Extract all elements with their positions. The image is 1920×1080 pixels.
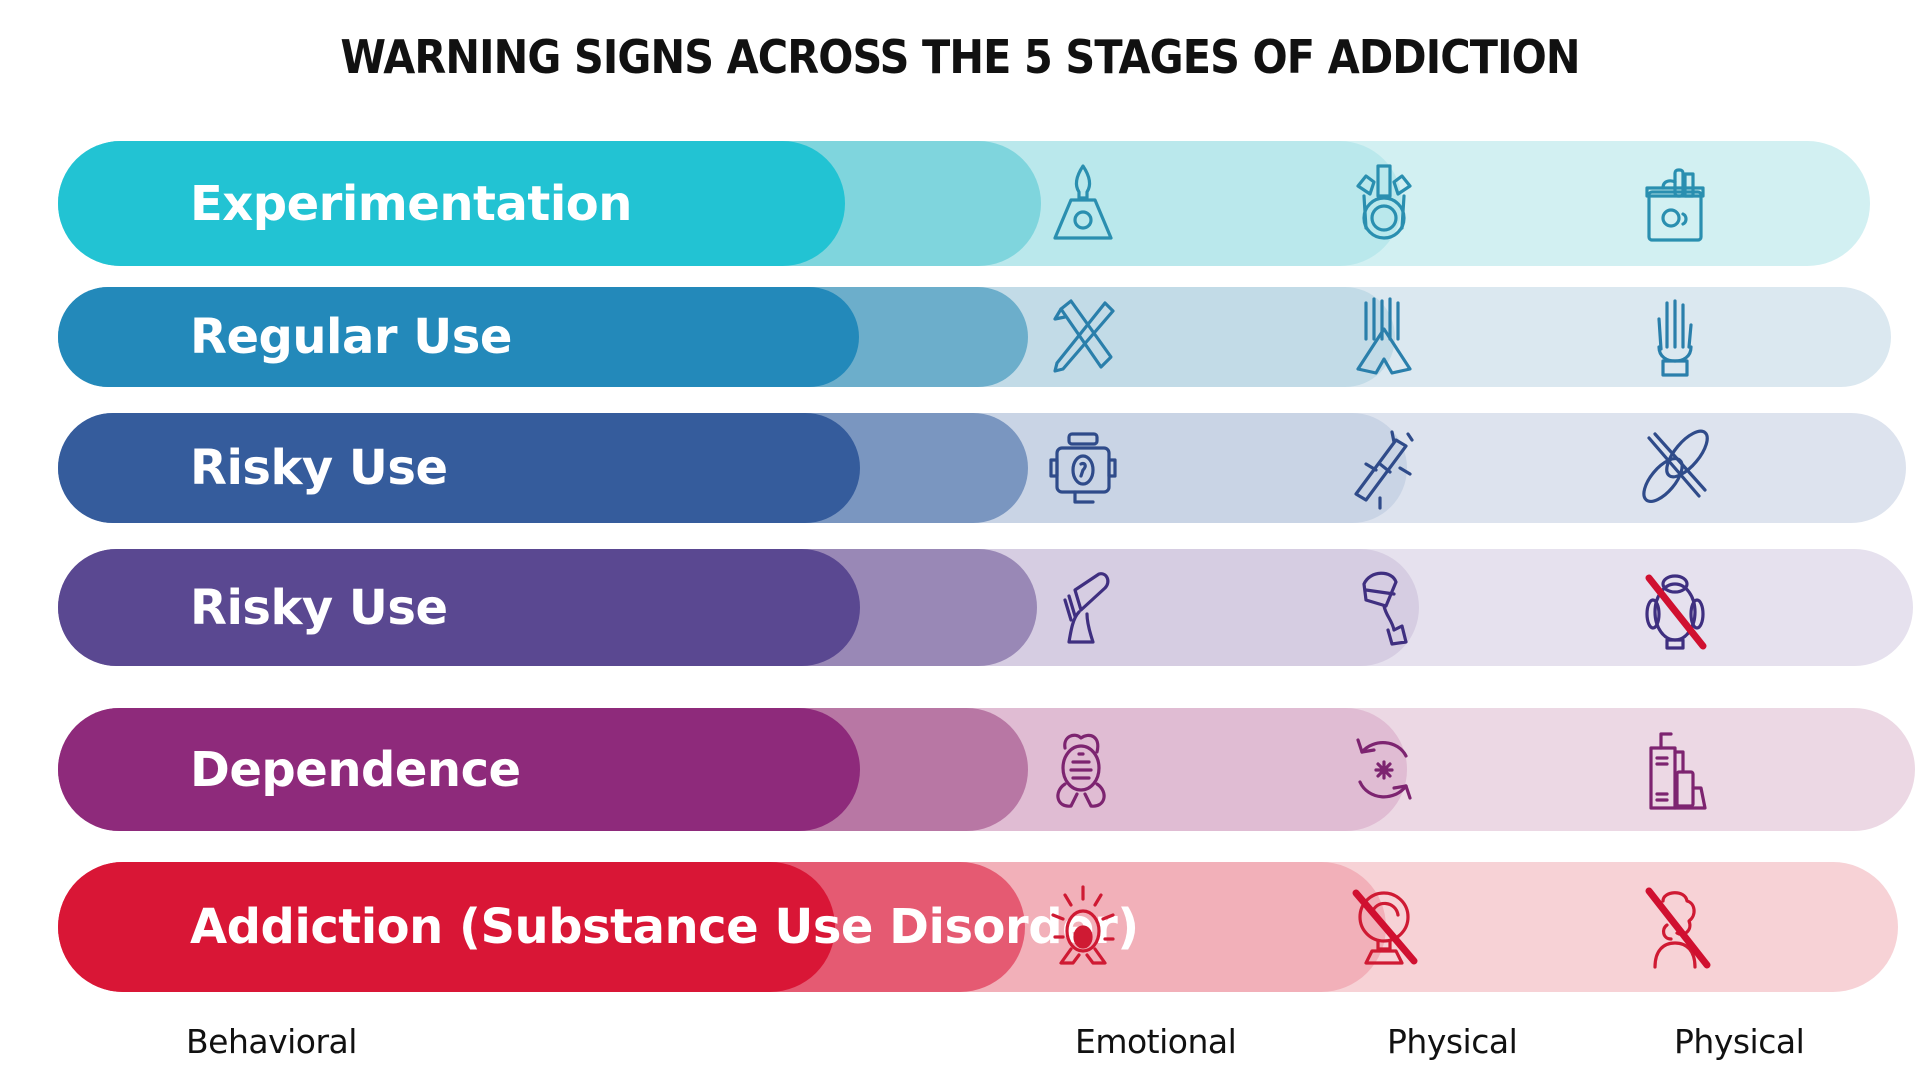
no-head-icon — [1336, 879, 1432, 975]
stage-bar-solid — [58, 287, 859, 387]
stage-bar-solid — [58, 549, 860, 666]
lunchbox-icon — [1627, 156, 1723, 252]
page-title: WARNING SIGNS ACROSS THE 5 STAGES OF ADD… — [340, 30, 1580, 84]
column-label-physical-2: Physical — [1674, 1022, 1805, 1061]
column-label-behavioral: Behavioral — [186, 1022, 357, 1061]
stage-bar-solid — [58, 862, 835, 992]
stage-label: Regular Use — [190, 309, 512, 365]
no-figure-icon — [1627, 560, 1723, 656]
broken-tube-icon — [1336, 420, 1432, 516]
hand-device-icon — [1035, 560, 1131, 656]
stage-bar-solid — [58, 141, 845, 266]
stage-label: Risky Use — [190, 579, 448, 636]
stage-label: Addiction (Substance Use Disorder) — [190, 899, 1139, 955]
stage-label: Dependence — [190, 741, 521, 798]
stage-row: Risky Use — [58, 413, 1906, 523]
stage-row: Experimentation — [58, 141, 1870, 266]
crossed-tools-icon — [1627, 420, 1723, 516]
stage-label: Experimentation — [190, 175, 632, 232]
head-list-icon — [1035, 722, 1131, 818]
monitor-question-icon — [1035, 420, 1131, 516]
stage-label: Risky Use — [190, 440, 448, 496]
column-label-emotional: Emotional — [1075, 1022, 1237, 1061]
stage-row: Dependence — [58, 708, 1915, 831]
no-person-icon — [1627, 879, 1723, 975]
clasped-hands-icon — [1336, 289, 1432, 385]
stage-bar-solid — [58, 708, 860, 831]
stage-row: Regular Use — [58, 287, 1891, 387]
burner-flame-icon — [1035, 156, 1131, 252]
head-pour-icon — [1336, 560, 1432, 656]
stage-bar-solid — [58, 413, 860, 523]
stage-row: Risky Use — [58, 549, 1913, 666]
crossed-pencils-icon — [1035, 289, 1131, 385]
stage-row: Addiction (Substance Use Disorder) — [58, 862, 1898, 992]
bottles-icon — [1627, 722, 1723, 818]
cycle-arrows-icon — [1336, 722, 1432, 818]
raised-hand-icon — [1627, 289, 1723, 385]
pipes-gauge-icon — [1336, 156, 1432, 252]
column-label-physical-1: Physical — [1387, 1022, 1518, 1061]
alarm-badge-icon — [1035, 879, 1131, 975]
